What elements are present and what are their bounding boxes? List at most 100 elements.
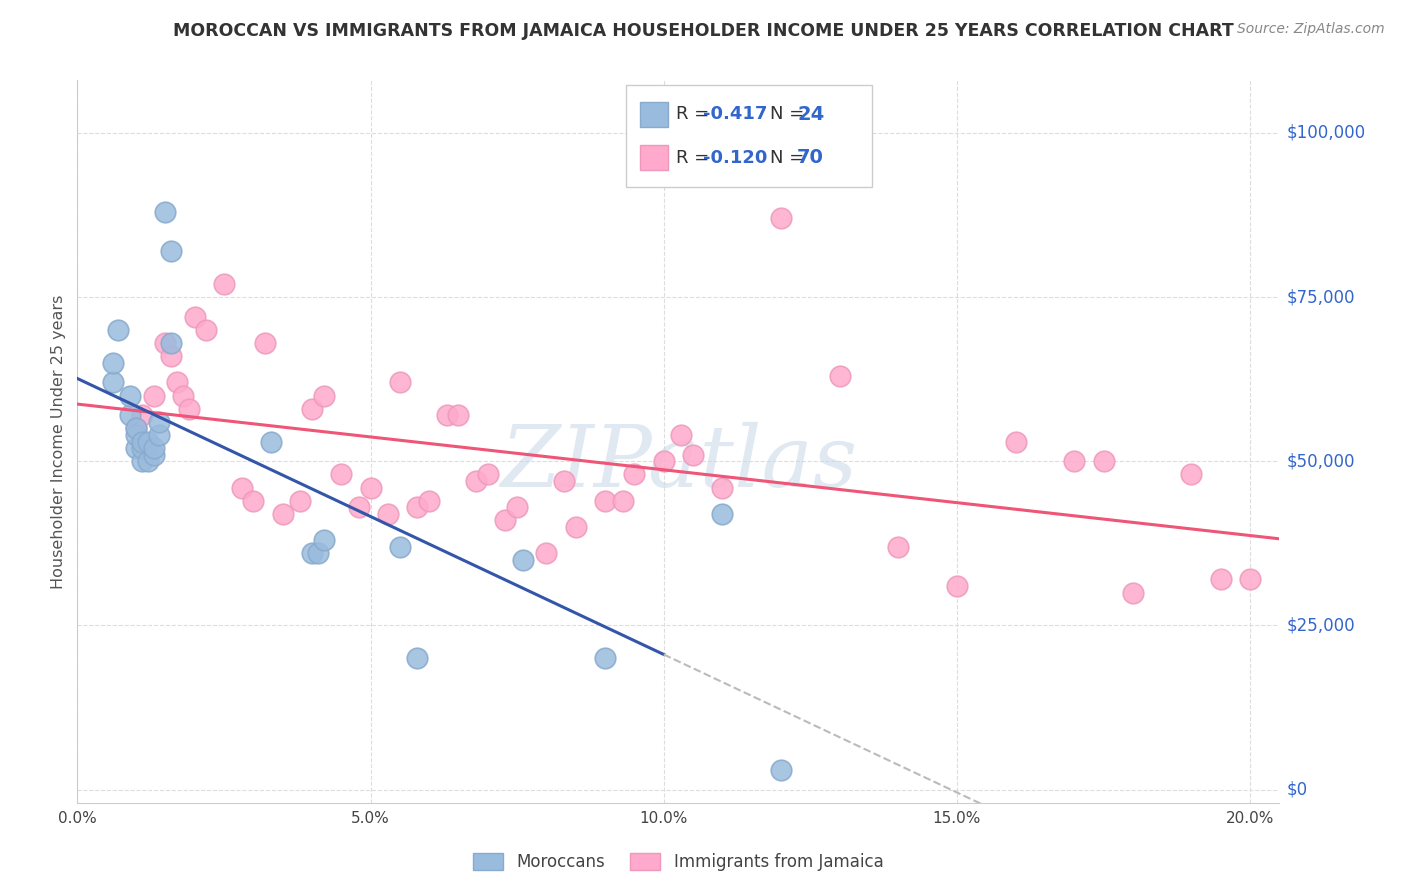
Point bbox=[195, 323, 218, 337]
Text: Source: ZipAtlas.com: Source: ZipAtlas.com bbox=[1237, 22, 1385, 37]
Point bbox=[142, 441, 165, 455]
Point bbox=[711, 507, 734, 521]
Point bbox=[1180, 467, 1202, 482]
Point bbox=[1209, 573, 1232, 587]
Point bbox=[1063, 454, 1085, 468]
Text: R =: R = bbox=[676, 105, 716, 123]
Point bbox=[377, 507, 399, 521]
Point bbox=[301, 401, 323, 416]
Point bbox=[142, 388, 165, 402]
Point bbox=[142, 448, 165, 462]
Point bbox=[136, 454, 159, 468]
Point bbox=[477, 467, 499, 482]
Point bbox=[623, 467, 645, 482]
Point bbox=[330, 467, 353, 482]
Point bbox=[160, 336, 183, 351]
Point bbox=[1239, 573, 1261, 587]
Point bbox=[288, 493, 311, 508]
Point bbox=[101, 376, 124, 390]
Text: -0.417: -0.417 bbox=[703, 105, 768, 123]
Point bbox=[125, 441, 148, 455]
Point bbox=[465, 474, 488, 488]
Point bbox=[155, 204, 177, 219]
Point bbox=[360, 481, 382, 495]
Point bbox=[101, 356, 124, 370]
Point bbox=[125, 428, 148, 442]
Point bbox=[593, 493, 616, 508]
Point bbox=[242, 493, 264, 508]
Point bbox=[506, 500, 529, 515]
Text: ZIPatlas: ZIPatlas bbox=[499, 422, 858, 505]
Point bbox=[125, 421, 148, 435]
Text: $0: $0 bbox=[1286, 780, 1308, 798]
Point bbox=[120, 388, 142, 402]
Point bbox=[253, 336, 276, 351]
Point bbox=[212, 277, 235, 291]
Point bbox=[553, 474, 575, 488]
Point bbox=[1092, 454, 1115, 468]
Point bbox=[682, 448, 704, 462]
Point bbox=[131, 454, 153, 468]
Point bbox=[301, 546, 323, 560]
Point bbox=[536, 546, 558, 560]
Point bbox=[1122, 585, 1144, 599]
Text: MOROCCAN VS IMMIGRANTS FROM JAMAICA HOUSEHOLDER INCOME UNDER 25 YEARS CORRELATIO: MOROCCAN VS IMMIGRANTS FROM JAMAICA HOUS… bbox=[173, 22, 1233, 40]
Point bbox=[148, 415, 170, 429]
Point bbox=[131, 434, 153, 449]
Point bbox=[271, 507, 294, 521]
Text: 70: 70 bbox=[797, 148, 824, 168]
Point bbox=[512, 553, 534, 567]
Text: -0.120: -0.120 bbox=[703, 149, 768, 167]
Text: $75,000: $75,000 bbox=[1286, 288, 1355, 306]
Point bbox=[347, 500, 370, 515]
Point bbox=[231, 481, 253, 495]
Point bbox=[406, 500, 429, 515]
Point bbox=[131, 409, 153, 423]
Point bbox=[769, 211, 792, 226]
Point bbox=[494, 513, 516, 527]
Point bbox=[166, 376, 188, 390]
Point bbox=[160, 349, 183, 363]
Legend: Moroccans, Immigrants from Jamaica: Moroccans, Immigrants from Jamaica bbox=[467, 846, 890, 878]
Point bbox=[612, 493, 634, 508]
Point bbox=[183, 310, 205, 324]
Point bbox=[652, 454, 675, 468]
Point bbox=[136, 441, 159, 455]
Point bbox=[769, 763, 792, 777]
Point bbox=[828, 368, 851, 383]
Point bbox=[307, 546, 329, 560]
Text: $25,000: $25,000 bbox=[1286, 616, 1355, 634]
Y-axis label: Householder Income Under 25 years: Householder Income Under 25 years bbox=[51, 294, 66, 589]
Point bbox=[155, 336, 177, 351]
Point bbox=[312, 533, 335, 547]
Point bbox=[711, 481, 734, 495]
Point bbox=[447, 409, 470, 423]
Point bbox=[406, 651, 429, 665]
Point bbox=[125, 421, 148, 435]
Text: $50,000: $50,000 bbox=[1286, 452, 1355, 470]
Point bbox=[565, 520, 588, 534]
Point bbox=[388, 540, 411, 554]
Text: N =: N = bbox=[770, 149, 810, 167]
Text: N =: N = bbox=[770, 105, 810, 123]
Point bbox=[131, 441, 153, 455]
Point bbox=[436, 409, 458, 423]
Point bbox=[148, 428, 170, 442]
Point bbox=[946, 579, 969, 593]
Point bbox=[136, 434, 159, 449]
Point bbox=[160, 244, 183, 258]
Text: R =: R = bbox=[676, 149, 716, 167]
Point bbox=[177, 401, 200, 416]
Point bbox=[671, 428, 693, 442]
Point bbox=[172, 388, 194, 402]
Point bbox=[312, 388, 335, 402]
Point bbox=[388, 376, 411, 390]
Point bbox=[120, 409, 142, 423]
Point bbox=[1004, 434, 1026, 449]
Point bbox=[107, 323, 129, 337]
Point bbox=[260, 434, 283, 449]
Point bbox=[593, 651, 616, 665]
Point bbox=[418, 493, 440, 508]
Text: $100,000: $100,000 bbox=[1286, 124, 1365, 142]
Point bbox=[887, 540, 910, 554]
